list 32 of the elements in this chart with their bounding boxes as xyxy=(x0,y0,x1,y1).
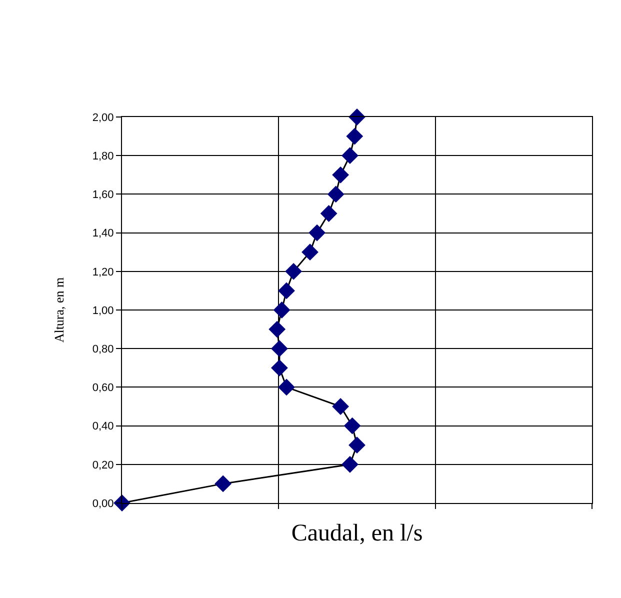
point xyxy=(278,282,295,300)
point xyxy=(273,302,290,318)
point xyxy=(278,378,295,396)
y-tick-label: 0,40 xyxy=(92,420,114,433)
y-tick-label: 0,60 xyxy=(92,382,114,394)
point xyxy=(308,224,326,242)
y-tick-label: 1,60 xyxy=(92,189,114,202)
y-tick-label: 0,00 xyxy=(92,498,114,510)
point xyxy=(332,398,349,415)
point xyxy=(342,147,358,164)
point xyxy=(342,456,358,473)
point xyxy=(285,262,302,280)
point xyxy=(271,340,288,358)
y-tick-label: 1,00 xyxy=(92,304,114,317)
point xyxy=(320,205,338,222)
point xyxy=(327,186,344,203)
point xyxy=(348,436,366,454)
point xyxy=(214,475,232,492)
y-axis-title: Altura, en m xyxy=(51,277,66,343)
point xyxy=(346,128,364,145)
y-tick-label: 0,80 xyxy=(92,343,114,356)
y-tick-label: 1,80 xyxy=(92,150,114,162)
point xyxy=(344,417,361,434)
y-tick-label: 0,20 xyxy=(92,459,114,472)
x-axis-title: Caudal, en l/s xyxy=(291,520,423,546)
point xyxy=(271,359,288,376)
y-tick-label: 1,20 xyxy=(92,266,114,278)
point xyxy=(332,166,349,184)
point xyxy=(302,244,318,261)
y-tick-label: 1,40 xyxy=(92,228,114,240)
y-tick-label: 2,00 xyxy=(92,112,114,124)
point xyxy=(268,320,286,338)
